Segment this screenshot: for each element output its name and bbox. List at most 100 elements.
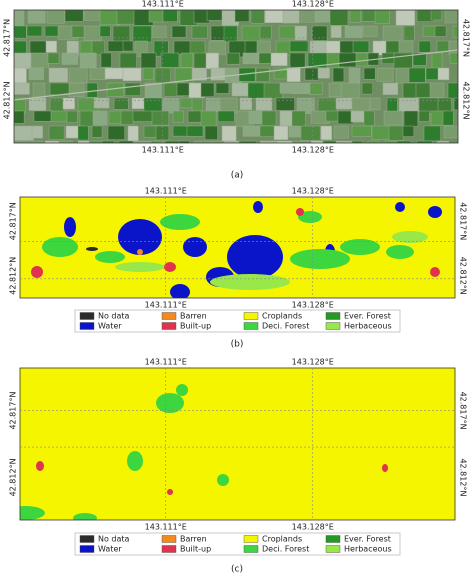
field (200, 82, 215, 97)
field (151, 25, 167, 38)
panel-caption: (a) (231, 171, 244, 181)
field (242, 125, 263, 137)
field (187, 110, 202, 123)
field (155, 125, 170, 141)
legend-box (74, 532, 401, 556)
lon-label-top: 143.111°E (142, 0, 184, 9)
field (89, 67, 108, 80)
field (142, 67, 154, 80)
field (322, 140, 339, 143)
class-patch (164, 262, 176, 272)
class-patch (170, 284, 190, 298)
legend-label: Built-up (180, 545, 211, 554)
class-patch (298, 211, 322, 223)
field (189, 40, 206, 55)
field (215, 82, 230, 94)
field (398, 97, 419, 113)
field (223, 140, 240, 143)
lon-label-bottom: 143.128°E (292, 146, 334, 155)
field (176, 82, 190, 96)
field (436, 140, 450, 143)
legend-swatch (325, 535, 341, 543)
field (386, 97, 398, 112)
field (412, 52, 427, 66)
field (143, 125, 158, 138)
road (14, 49, 458, 101)
field (91, 125, 103, 138)
field (448, 40, 458, 55)
class-patch (95, 251, 125, 263)
field (77, 140, 90, 143)
legend-label: Barren (180, 535, 207, 544)
field (211, 140, 226, 143)
field (124, 82, 141, 96)
field (449, 52, 458, 64)
field (340, 82, 360, 99)
field (382, 82, 399, 95)
field (101, 140, 115, 143)
field (338, 52, 357, 68)
field (223, 25, 238, 43)
field (351, 125, 372, 137)
field (32, 82, 46, 99)
legend-label: Herbaceous (344, 322, 392, 331)
class-patch (395, 202, 405, 212)
field (140, 52, 157, 69)
field (14, 125, 34, 141)
class-patch (118, 219, 162, 255)
field (376, 67, 394, 82)
lon-label-top: 143.111°E (145, 358, 187, 367)
field (30, 140, 44, 143)
field (14, 52, 32, 69)
field (132, 25, 152, 43)
lon-label-top: 143.128°E (292, 187, 334, 196)
field (193, 140, 214, 143)
map (20, 368, 455, 520)
field (49, 97, 65, 112)
field (204, 125, 218, 140)
map (20, 197, 455, 298)
class-patch (290, 249, 350, 269)
field (416, 140, 433, 143)
field (200, 110, 217, 128)
map-frame (19, 196, 456, 299)
field (239, 97, 253, 110)
lon-label-top: 143.128°E (292, 358, 334, 367)
field (119, 52, 137, 69)
field (14, 40, 27, 54)
legend-box (74, 309, 401, 333)
legend-swatch (161, 312, 177, 320)
field (93, 97, 110, 109)
field (398, 40, 414, 52)
field (113, 97, 129, 110)
field (247, 82, 265, 99)
field (162, 10, 178, 23)
legend-swatch (325, 545, 341, 553)
field (48, 125, 65, 140)
field (64, 10, 84, 22)
lon-label-top: 143.128°E (292, 0, 334, 9)
field (122, 40, 134, 52)
field (242, 52, 259, 65)
field (62, 97, 75, 110)
field (259, 125, 276, 138)
field (311, 25, 328, 41)
field (288, 125, 301, 138)
field (258, 52, 272, 64)
class-patch (253, 201, 263, 213)
lon-label-bottom: 143.128°E (292, 301, 334, 310)
field (164, 140, 184, 143)
lat-label-right: 42.817°N (459, 392, 468, 430)
lat-label-left: 42.812°N (9, 257, 18, 295)
field (150, 140, 165, 143)
field (261, 110, 277, 126)
field (395, 67, 412, 84)
field (28, 67, 44, 81)
field (383, 110, 403, 126)
class-patch (430, 267, 440, 277)
class-patch (20, 506, 45, 520)
field (264, 10, 285, 23)
field (350, 110, 367, 123)
field (191, 67, 207, 81)
